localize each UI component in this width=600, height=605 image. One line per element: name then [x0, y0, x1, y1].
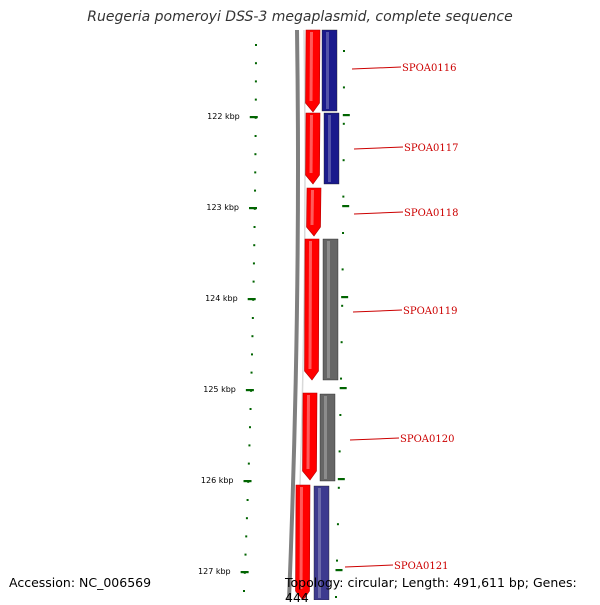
major-tick-right [339, 387, 347, 390]
forward-cds-highlight [299, 487, 303, 589]
minor-tick-right [340, 377, 343, 380]
minor-tick [250, 353, 253, 356]
gene-leader-line [344, 564, 394, 568]
map-title: Ruegeria pomeroyi DSS-3 megaplasmid, com… [87, 9, 513, 25]
reverse-cds-bar [323, 112, 340, 185]
kbp-label: 126 kbp [201, 476, 234, 485]
minor-tick-right [339, 414, 342, 416]
major-tick [249, 116, 258, 119]
minor-tick [253, 226, 256, 228]
minor-tick-right [342, 232, 345, 234]
major-tick-right [341, 296, 349, 299]
major-tick [247, 298, 256, 301]
reverse-cds-bar [322, 238, 339, 381]
minor-tick [249, 408, 252, 410]
minor-tick [254, 189, 257, 192]
kbp-label: 123 kbp [206, 203, 239, 212]
forward-cds-highlight [309, 115, 313, 173]
minor-tick-right [337, 486, 340, 489]
major-tick-right [337, 478, 345, 481]
forward-cds-arrow [305, 112, 321, 185]
minor-tick [254, 153, 257, 156]
gene-leader-line [352, 309, 403, 313]
minor-tick [247, 462, 250, 465]
minor-tick [253, 244, 256, 247]
minor-tick-right [342, 50, 345, 52]
minor-tick [245, 535, 248, 538]
gene-label: SPOA0119 [403, 306, 457, 317]
backbone-arc [287, 29, 300, 601]
minor-tick-right [338, 450, 341, 453]
major-tick [248, 207, 257, 210]
forward-cds-arrow [306, 187, 322, 237]
minor-tick [254, 135, 257, 137]
forward-cds-highlight [310, 190, 314, 225]
minor-tick [243, 590, 245, 592]
minor-tick [250, 371, 253, 374]
gene-leader-line [353, 146, 404, 150]
minor-tick-right [342, 122, 345, 125]
minor-tick-right [336, 523, 339, 526]
minor-tick [252, 280, 255, 283]
forward-cds-highlight [306, 395, 310, 469]
reverse-cds-highlight [318, 488, 321, 598]
minor-tick-right [342, 86, 345, 89]
gene-leader-line [353, 211, 404, 215]
forward-cds-arrow [305, 29, 321, 113]
summary-label: Topology: circular; Length: 491,611 bp; … [285, 575, 577, 605]
minor-tick-right [336, 559, 339, 562]
gene-leader-line [351, 66, 402, 70]
minor-tick [252, 262, 255, 265]
minor-tick-right [342, 195, 345, 198]
forward-cds-highlight [309, 32, 313, 101]
minor-tick-right [340, 341, 343, 344]
forward-cds-arrow [302, 392, 318, 481]
kbp-label: 122 kbp [207, 112, 240, 121]
gene-label: SPOA0117 [404, 143, 458, 154]
gene-label: SPOA0116 [402, 63, 456, 74]
reverse-cds-highlight [324, 396, 327, 479]
forward-cds-highlight [308, 241, 312, 369]
reverse-cds-bar [321, 29, 338, 112]
gene-label: SPOA0120 [400, 434, 454, 445]
major-tick [245, 389, 254, 392]
reverse-cds-highlight [327, 241, 330, 378]
gene-label: SPOA0118 [404, 208, 458, 219]
major-tick-right [342, 114, 350, 117]
reverse-cds-bar [319, 393, 336, 482]
minor-tick-right [335, 596, 337, 598]
gene-leader-line [349, 437, 400, 441]
minor-tick [251, 335, 254, 338]
major-tick [243, 480, 252, 483]
minor-tick [254, 44, 257, 46]
minor-tick [254, 171, 257, 174]
minor-tick-right [341, 268, 344, 271]
minor-tick [244, 553, 247, 556]
kbp-label: 125 kbp [203, 385, 236, 394]
major-tick [240, 571, 249, 574]
minor-tick [254, 62, 257, 65]
minor-tick [248, 426, 251, 429]
minor-tick [254, 80, 257, 83]
forward-cds-arrow [295, 484, 311, 601]
kbp-label: 124 kbp [205, 294, 238, 303]
reverse-cds-highlight [328, 115, 331, 182]
major-tick-right [335, 569, 343, 572]
minor-tick [248, 444, 251, 447]
minor-tick [251, 317, 254, 319]
gene-label: SPOA0121 [394, 561, 448, 572]
forward-cds-arrow [304, 238, 320, 381]
major-tick-right [342, 205, 350, 208]
minor-tick-right [342, 159, 345, 162]
minor-tick-right [341, 304, 344, 307]
reverse-cds-highlight [326, 32, 329, 109]
minor-tick [246, 499, 249, 501]
kbp-label: 127 kbp [198, 567, 231, 576]
minor-tick [245, 517, 248, 520]
accession-label: Accession: NC_006569 [9, 575, 152, 590]
minor-tick [254, 98, 257, 101]
